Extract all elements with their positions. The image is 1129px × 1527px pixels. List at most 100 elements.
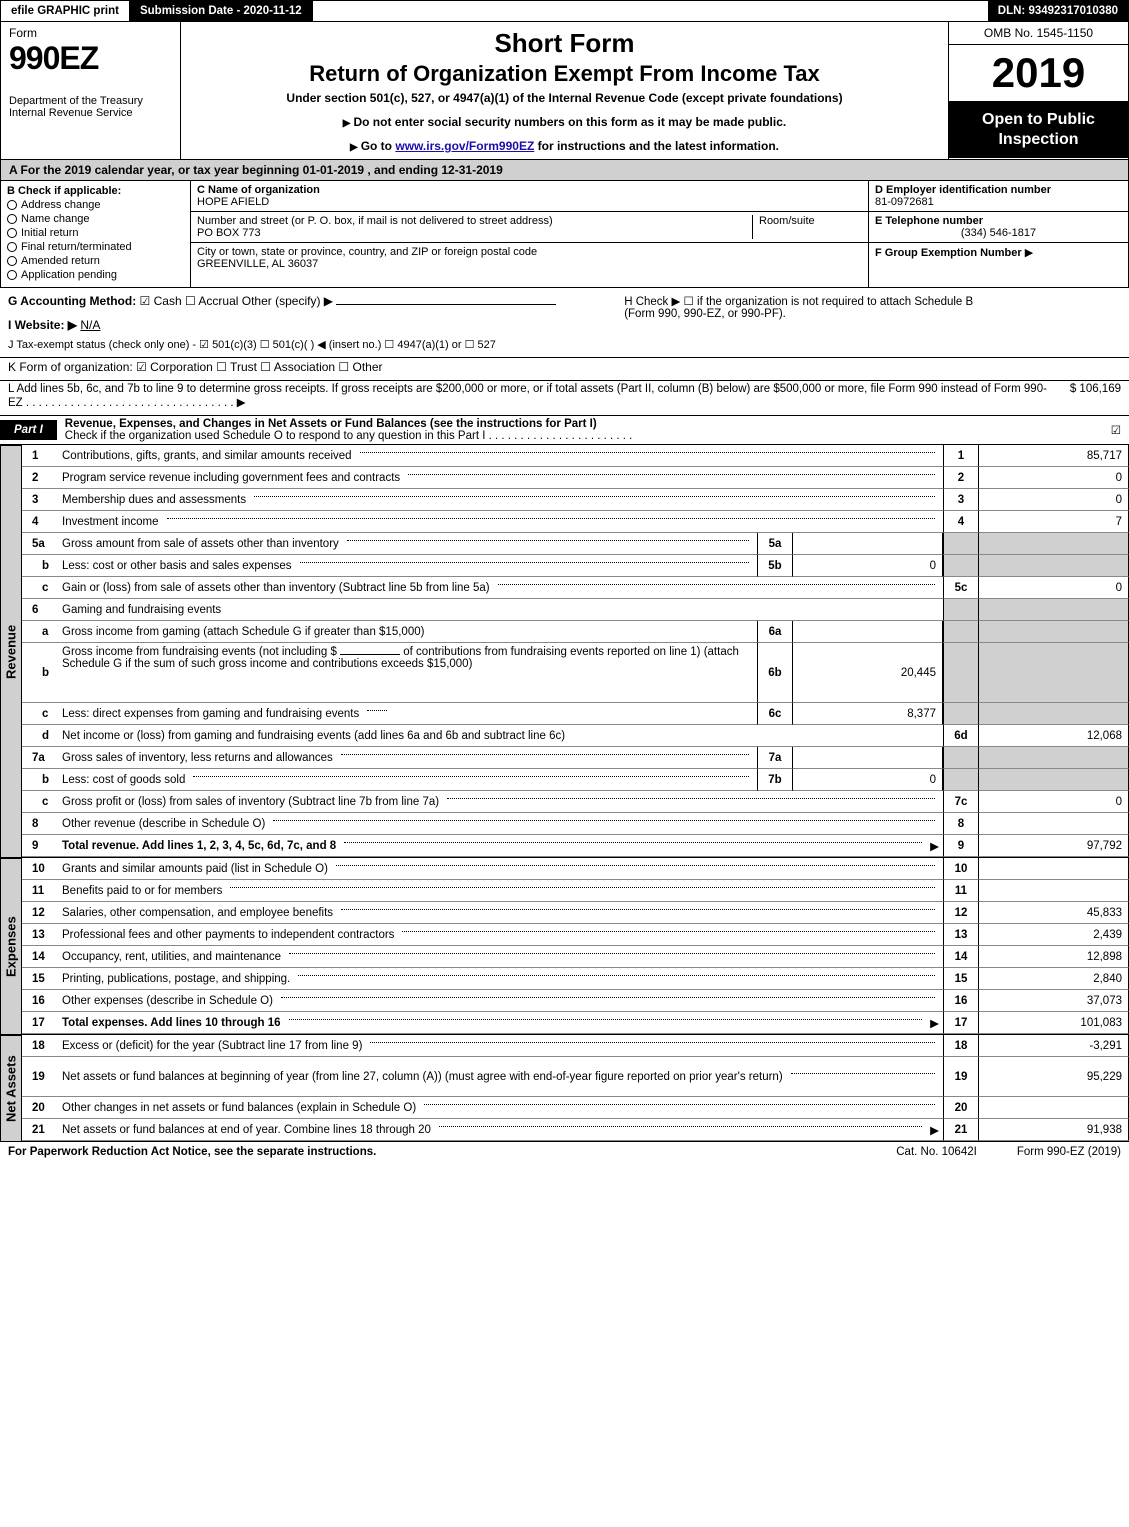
line-6-num: 6: [22, 599, 58, 621]
line-21-val: 91,938: [979, 1119, 1129, 1141]
checkbox-amended-return[interactable]: [7, 256, 17, 266]
line-3-rn: 3: [943, 489, 979, 511]
line-6c-num: c: [22, 703, 58, 725]
line-8-val: [979, 813, 1129, 835]
line-13-val: 2,439: [979, 924, 1129, 946]
line-6d-num: d: [22, 725, 58, 747]
line-6b-rn-shade: [943, 643, 979, 703]
line-15: 15 Printing, publications, postage, and …: [22, 968, 1129, 990]
line-18-rn: 18: [943, 1035, 979, 1057]
line-3-val: 0: [979, 489, 1129, 511]
side-tab-revenue: Revenue: [0, 445, 22, 857]
header-mid: Short Form Return of Organization Exempt…: [181, 22, 948, 159]
checkbox-initial-return[interactable]: [7, 228, 17, 238]
line-6c-mn: 6c: [757, 703, 793, 725]
part-i-checkbox[interactable]: ☑: [1103, 421, 1129, 439]
line-7b-rn-shade: [943, 769, 979, 791]
g-label: G Accounting Method:: [8, 294, 136, 308]
line-19-val: 95,229: [979, 1057, 1129, 1097]
info-block: B Check if applicable: Address change Na…: [0, 181, 1129, 288]
efile-print[interactable]: efile GRAPHIC print: [1, 1, 130, 21]
line-7c-rn: 7c: [943, 791, 979, 813]
line-2: 2 Program service revenue including gove…: [22, 467, 1129, 489]
opt-final-return: Final return/terminated: [21, 241, 132, 253]
side-tab-netassets: Net Assets: [0, 1035, 22, 1141]
section-b-title: B Check if applicable:: [7, 185, 184, 197]
f-label: F Group Exemption Number: [875, 247, 1022, 259]
dept-treasury: Department of the Treasury: [9, 95, 172, 107]
opt-application-pending: Application pending: [21, 269, 117, 281]
checkbox-address-change[interactable]: [7, 200, 17, 210]
line-20-num: 20: [22, 1097, 58, 1119]
line-1-val: 85,717: [979, 445, 1129, 467]
arrow-icon: ▶: [930, 839, 939, 853]
line-7a-mv: [793, 747, 943, 769]
row-l-amount: $ 106,169: [1060, 383, 1121, 409]
line-2-val: 0: [979, 467, 1129, 489]
form-number: 990EZ: [9, 40, 172, 77]
expenses-section: Expenses 10 Grants and similar amounts p…: [0, 857, 1129, 1034]
line-7a-desc: Gross sales of inventory, less returns a…: [62, 752, 333, 764]
line-5b: b Less: cost or other basis and sales ex…: [22, 555, 1129, 577]
line-18: 18 Excess or (deficit) for the year (Sub…: [22, 1035, 1129, 1057]
line-7c-num: c: [22, 791, 58, 813]
tax-year: 2019: [949, 45, 1128, 102]
line-19: 19 Net assets or fund balances at beginn…: [22, 1057, 1129, 1097]
f-arrow: ▶: [1025, 247, 1033, 259]
line-7a-num: 7a: [22, 747, 58, 769]
top-bar: efile GRAPHIC print Submission Date - 20…: [0, 0, 1129, 22]
line-10: 10 Grants and similar amounts paid (list…: [22, 858, 1129, 880]
org-info: C Name of organization HOPE AFIELD Numbe…: [191, 181, 868, 287]
line-8-desc: Other revenue (describe in Schedule O): [62, 818, 265, 830]
form-label: Form: [9, 26, 172, 40]
line-8-rn: 8: [943, 813, 979, 835]
line-6a-num: a: [22, 621, 58, 643]
line-6a-rv-shade: [979, 621, 1129, 643]
submission-date: Submission Date - 2020-11-12: [130, 1, 313, 21]
line-21-num: 21: [22, 1119, 58, 1141]
line-5c-val: 0: [979, 577, 1129, 599]
line-14-rn: 14: [943, 946, 979, 968]
line-7b-rv-shade: [979, 769, 1129, 791]
checkbox-name-change[interactable]: [7, 214, 17, 224]
note-goto-suffix: for instructions and the latest informat…: [538, 139, 779, 153]
line-7a-rn-shade: [943, 747, 979, 769]
line-5b-mv: 0: [793, 555, 943, 577]
line-3: 3 Membership dues and assessments 3 0: [22, 489, 1129, 511]
line-5b-desc: Less: cost or other basis and sales expe…: [62, 560, 292, 572]
row-l-text: L Add lines 5b, 6c, and 7b to line 9 to …: [8, 383, 1060, 409]
line-17-desc: Total expenses. Add lines 10 through 16: [62, 1017, 281, 1029]
addr-label: Number and street (or P. O. box, if mail…: [197, 215, 553, 227]
line-15-desc: Printing, publications, postage, and shi…: [62, 973, 290, 985]
line-6b-mv: 20,445: [793, 643, 943, 703]
line-16-desc: Other expenses (describe in Schedule O): [62, 995, 273, 1007]
title-short-form: Short Form: [191, 28, 938, 59]
line-6b-mn: 6b: [757, 643, 793, 703]
line-5a-rn-shade: [943, 533, 979, 555]
line-6b-input[interactable]: [340, 654, 400, 655]
opt-initial-return: Initial return: [21, 227, 78, 239]
irs-link[interactable]: www.irs.gov/Form990EZ: [395, 139, 534, 153]
form-header: Form 990EZ Department of the Treasury In…: [0, 22, 1129, 160]
header-right: OMB No. 1545-1150 2019 Open to Public In…: [948, 22, 1128, 159]
line-2-rn: 2: [943, 467, 979, 489]
line-8-num: 8: [22, 813, 58, 835]
e-label: E Telephone number: [875, 215, 983, 227]
note-ssn: Do not enter social security numbers on …: [191, 115, 938, 129]
g-options: ☑ Cash ☐ Accrual Other (specify) ▶: [140, 294, 333, 308]
footer-mid: Cat. No. 10642I: [856, 1146, 1017, 1158]
line-17: 17 Total expenses. Add lines 10 through …: [22, 1012, 1129, 1034]
checkbox-application-pending[interactable]: [7, 270, 17, 280]
subtitle: Under section 501(c), 527, or 4947(a)(1)…: [191, 91, 938, 105]
line-13-num: 13: [22, 924, 58, 946]
checkbox-final-return[interactable]: [7, 242, 17, 252]
i-value: N/A: [80, 318, 100, 332]
line-3-desc: Membership dues and assessments: [62, 494, 246, 506]
line-6a-rn-shade: [943, 621, 979, 643]
line-5a-desc: Gross amount from sale of assets other t…: [62, 538, 339, 550]
title-return: Return of Organization Exempt From Incom…: [191, 61, 938, 87]
line-4-rn: 4: [943, 511, 979, 533]
g-other-input[interactable]: [336, 304, 556, 305]
line-2-num: 2: [22, 467, 58, 489]
line-18-desc: Excess or (deficit) for the year (Subtra…: [62, 1040, 362, 1052]
